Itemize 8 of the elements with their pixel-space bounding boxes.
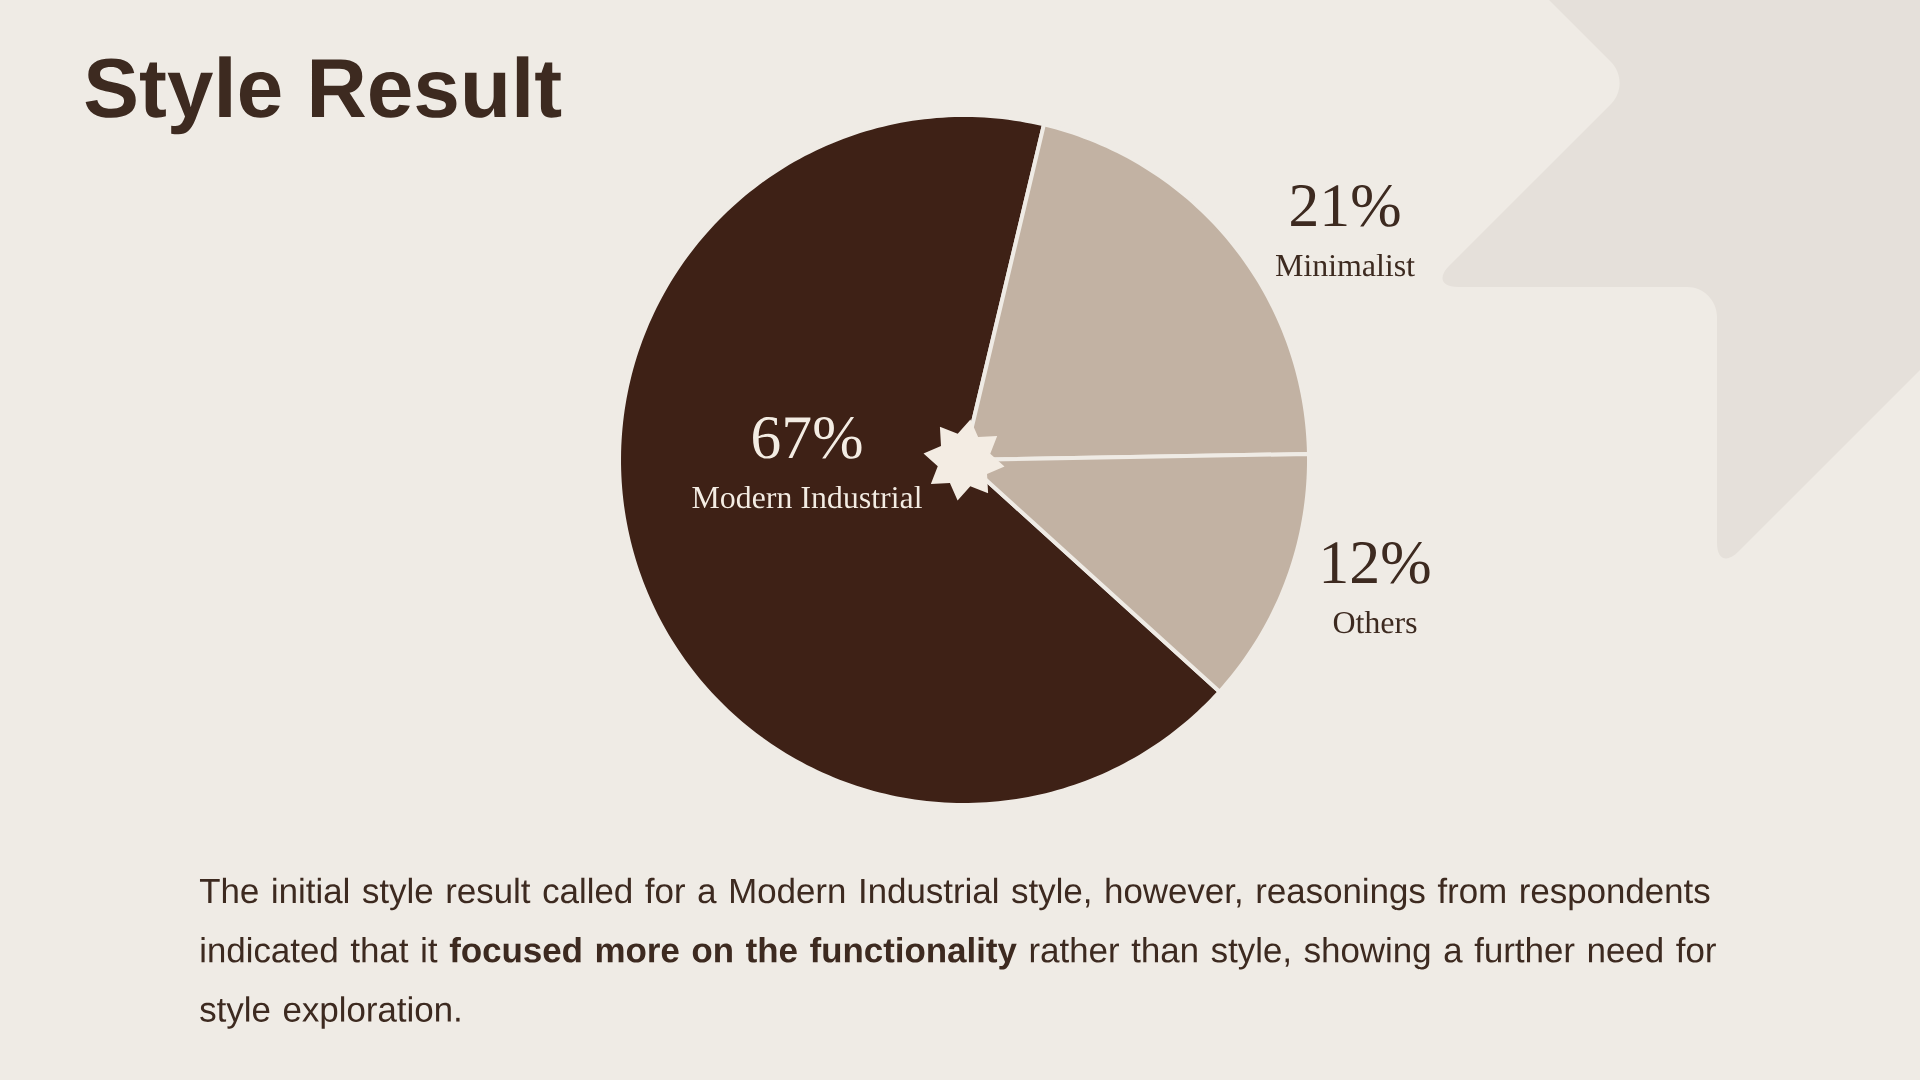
text: The initial style result called for a Modern Industrial style, however, reasonings from respondents indicated that it focused more on the functionality rather than style, showing a further need for style exploration. xyxy=(199,877,1716,1029)
slice-label: Others xyxy=(1333,610,1417,634)
slice-label: Minimalist xyxy=(1275,253,1415,277)
chart-title: Style Result xyxy=(85,56,562,135)
data-label: 21% xyxy=(1291,184,1400,227)
data-label: 67% xyxy=(753,416,862,459)
slice-label: Modern Industrial xyxy=(692,485,922,509)
data-label: 12% xyxy=(1323,541,1430,584)
